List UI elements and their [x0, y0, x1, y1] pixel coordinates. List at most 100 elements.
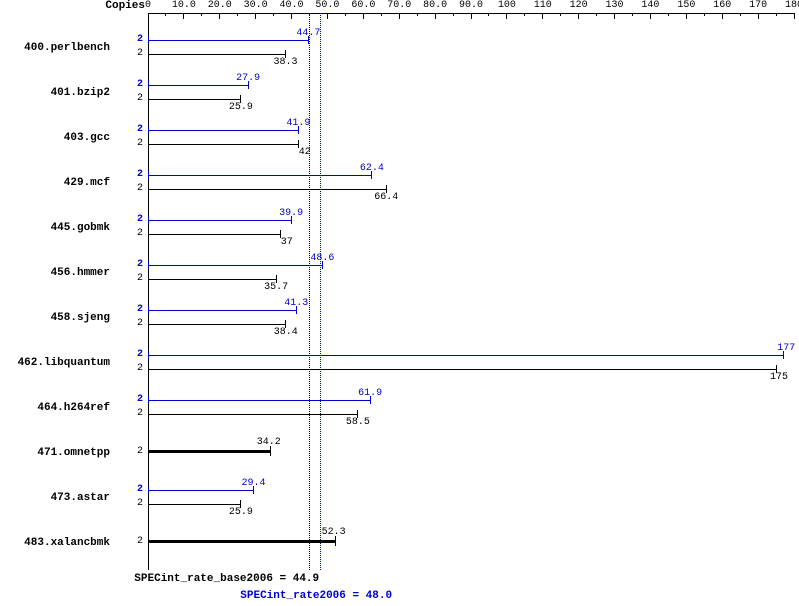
- value-label: 52.3: [306, 527, 346, 538]
- bar-cap: [148, 536, 149, 546]
- minor-tick: [596, 13, 597, 16]
- bar-cap: [148, 396, 149, 404]
- value-base: 35.7: [248, 282, 288, 293]
- major-tick: [363, 13, 364, 19]
- value-peak: 61.9: [342, 388, 382, 399]
- copies-peak: 2: [115, 259, 143, 270]
- bar-peak: [148, 355, 783, 356]
- major-tick: [183, 13, 184, 19]
- minor-tick: [165, 13, 166, 16]
- minor-tick: [560, 13, 561, 16]
- minor-tick: [632, 13, 633, 16]
- value-peak: 27.9: [220, 73, 260, 84]
- minor-tick: [776, 13, 777, 16]
- bar-peak: [148, 130, 298, 131]
- bar-peak: [148, 265, 322, 266]
- copies-peak: 2: [115, 484, 143, 495]
- bar-cap: [148, 36, 149, 44]
- footer-base: SPECint_rate_base2006 = 44.9: [109, 573, 319, 585]
- major-tick: [399, 13, 400, 19]
- bar-cap: [148, 365, 149, 373]
- value-base: 58.5: [330, 417, 370, 428]
- minor-tick: [668, 13, 669, 16]
- copies-base: 2: [115, 536, 143, 547]
- benchmark-label: 403.gcc: [0, 132, 110, 144]
- major-tick: [219, 13, 220, 19]
- copies-base: 2: [115, 446, 143, 457]
- tick-label: 100: [492, 0, 522, 11]
- bar-peak: [148, 175, 372, 176]
- bar-combined: [148, 540, 336, 543]
- copies-peak: 2: [115, 124, 143, 135]
- minor-tick: [237, 13, 238, 16]
- major-tick: [148, 13, 149, 19]
- major-tick: [506, 13, 507, 19]
- tick-label: 160: [707, 0, 737, 11]
- bar-base: [148, 369, 776, 370]
- tick-label: 40.0: [277, 0, 307, 11]
- tick-label: 90.0: [456, 0, 486, 11]
- bar-cap: [148, 275, 149, 283]
- tick-label: 80.0: [420, 0, 450, 11]
- bar-peak: [148, 220, 291, 221]
- bar-cap: [148, 320, 149, 328]
- minor-tick: [381, 13, 382, 16]
- value-peak: 177: [755, 343, 795, 354]
- benchmark-label: 445.gobmk: [0, 222, 110, 234]
- tick-label: 120: [564, 0, 594, 11]
- value-peak: 39.9: [263, 208, 303, 219]
- copies-peak: 2: [115, 349, 143, 360]
- major-tick: [291, 13, 292, 19]
- tick-label: 110: [528, 0, 558, 11]
- bar-cap: [148, 410, 149, 418]
- minor-tick: [524, 13, 525, 16]
- bar-cap: [148, 216, 149, 224]
- bar-base: [148, 234, 281, 235]
- value-base: 38.4: [258, 327, 298, 338]
- value-base: 66.4: [358, 192, 398, 203]
- benchmark-label: 462.libquantum: [0, 357, 110, 369]
- benchmark-label: 473.astar: [0, 492, 110, 504]
- reference-line: [309, 13, 310, 570]
- copies-base: 2: [115, 363, 143, 374]
- copies-peak: 2: [115, 304, 143, 315]
- footer-peak: SPECint_rate2006 = 48.0: [240, 590, 500, 602]
- bar-cap: [148, 140, 149, 148]
- benchmark-label: 458.sjeng: [0, 312, 110, 324]
- copies-peak: 2: [115, 79, 143, 90]
- tick-label: 180: [779, 0, 799, 11]
- value-peak: 41.9: [270, 118, 310, 129]
- bar-cap: [148, 261, 149, 269]
- bar-cap: [148, 95, 149, 103]
- value-peak: 62.4: [344, 163, 384, 174]
- major-tick: [650, 13, 651, 19]
- tick-label: 30.0: [241, 0, 271, 11]
- major-tick: [471, 13, 472, 19]
- minor-tick: [273, 13, 274, 16]
- tick-label: 140: [635, 0, 665, 11]
- copies-peak: 2: [115, 34, 143, 45]
- bar-base: [148, 189, 386, 190]
- reference-line: [320, 13, 321, 570]
- benchmark-label: 464.h264ref: [0, 402, 110, 414]
- bar-combined: [148, 450, 271, 453]
- bar-cap: [148, 306, 149, 314]
- minor-tick: [453, 13, 454, 16]
- major-tick: [686, 13, 687, 19]
- copies-base: 2: [115, 498, 143, 509]
- benchmark-label: 456.hmmer: [0, 267, 110, 279]
- major-tick: [435, 13, 436, 19]
- minor-tick: [488, 13, 489, 16]
- copies-peak: 2: [115, 394, 143, 405]
- tick-label: 50.0: [312, 0, 342, 11]
- bar-cap: [148, 185, 149, 193]
- bar-cap: [148, 500, 149, 508]
- copies-header: Copies: [90, 0, 145, 12]
- value-peak: 41.3: [268, 298, 308, 309]
- tick-label: 130: [600, 0, 630, 11]
- copies-base: 2: [115, 183, 143, 194]
- copies-base: 2: [115, 408, 143, 419]
- bar-cap: [148, 81, 149, 89]
- value-peak: 29.4: [226, 478, 266, 489]
- benchmark-label: 400.perlbench: [0, 42, 110, 54]
